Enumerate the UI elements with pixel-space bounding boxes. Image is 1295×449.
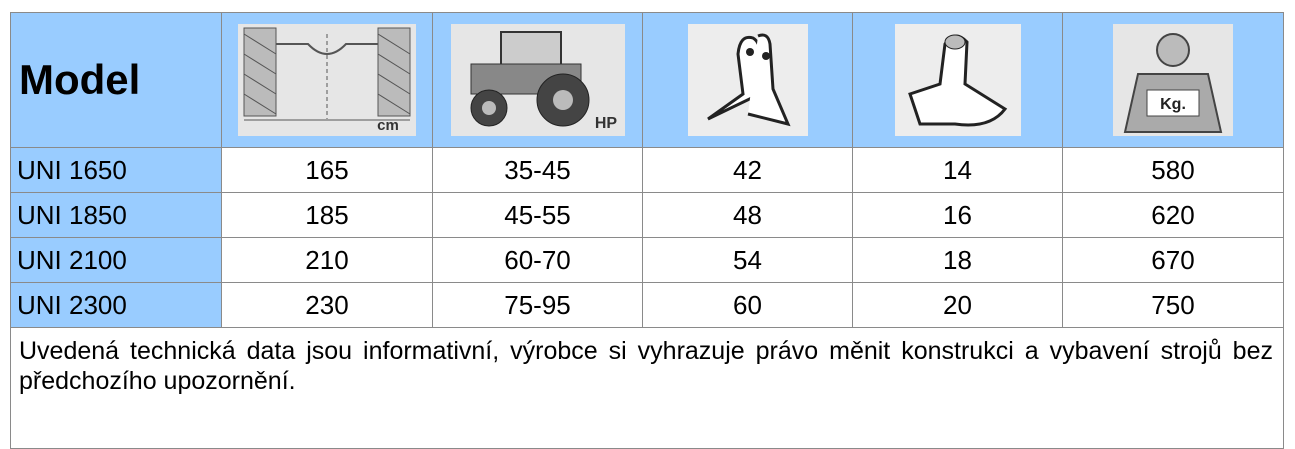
- hammers-header: [853, 13, 1063, 148]
- blades-header: [643, 13, 853, 148]
- svg-text:Kg.: Kg.: [1160, 96, 1186, 113]
- value-cell: 75-95: [433, 283, 643, 328]
- value-cell: 210: [222, 238, 433, 283]
- model-cell: UNI 1850: [11, 193, 222, 238]
- value-cell: 670: [1063, 238, 1284, 283]
- model-cell: UNI 1650: [11, 148, 222, 193]
- value-cell: 185: [222, 193, 433, 238]
- value-cell: 14: [853, 148, 1063, 193]
- value-cell: 750: [1063, 283, 1284, 328]
- value-cell: 45-55: [433, 193, 643, 238]
- value-cell: 165: [222, 148, 433, 193]
- tire-icon: cm: [238, 24, 416, 136]
- value-cell: 60: [643, 283, 853, 328]
- value-cell: 35-45: [433, 148, 643, 193]
- value-cell: 60-70: [433, 238, 643, 283]
- unit-label: HP: [594, 115, 617, 132]
- spec-table: Model cm: [10, 12, 1284, 449]
- blade-icon: [688, 24, 808, 136]
- value-cell: 48: [643, 193, 853, 238]
- model-cell: UNI 2100: [11, 238, 222, 283]
- power-header: HP: [433, 13, 643, 148]
- value-cell: 20: [853, 283, 1063, 328]
- value-cell: 620: [1063, 193, 1284, 238]
- header-row: Model cm: [11, 13, 1284, 148]
- value-cell: 54: [643, 238, 853, 283]
- value-cell: 230: [222, 283, 433, 328]
- weight-header: Kg.: [1063, 13, 1284, 148]
- tractor-icon: HP: [451, 24, 625, 136]
- hammer-icon: [895, 24, 1021, 136]
- weight-icon: Kg.: [1113, 24, 1233, 136]
- model-header: Model: [11, 13, 222, 148]
- model-cell: UNI 2300: [11, 283, 222, 328]
- note-row: Uvedená technická data jsou informativní…: [11, 328, 1284, 449]
- value-cell: 42: [643, 148, 853, 193]
- width-header: cm: [222, 13, 433, 148]
- page: Model cm: [0, 0, 1295, 440]
- value-cell: 16: [853, 193, 1063, 238]
- unit-label: cm: [377, 117, 399, 134]
- value-cell: 580: [1063, 148, 1284, 193]
- value-cell: 18: [853, 238, 1063, 283]
- note: Uvedená technická data jsou informativní…: [11, 328, 1284, 449]
